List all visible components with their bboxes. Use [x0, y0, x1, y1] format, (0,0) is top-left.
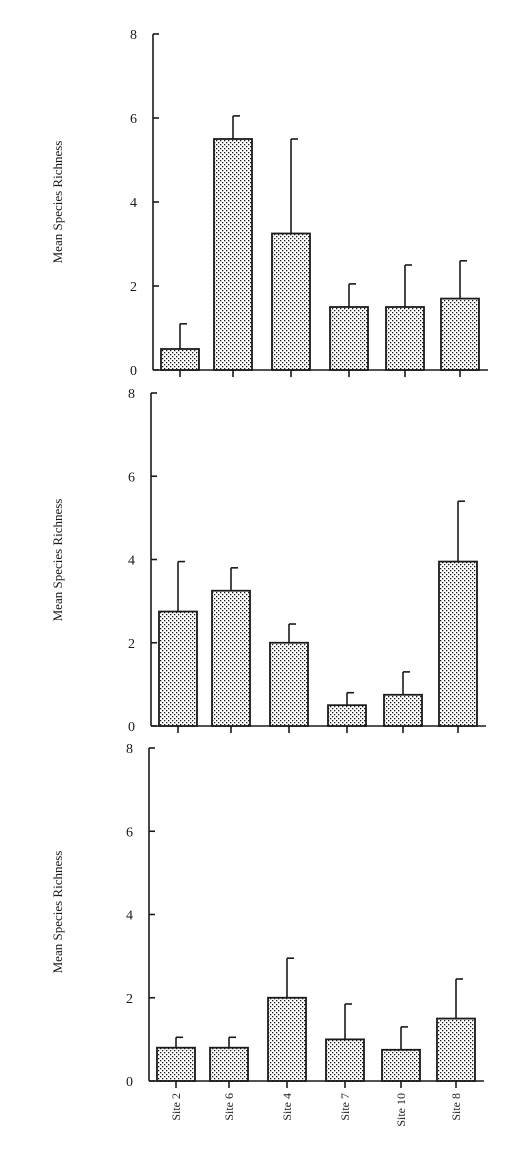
y-tick-label: 2	[130, 280, 137, 295]
y-tick-label: 0	[130, 364, 137, 379]
y-axis-label: Mean Species Richness	[50, 499, 65, 622]
y-tick-label: 0	[128, 720, 135, 735]
y-tick-label: 6	[128, 470, 135, 485]
x-category-label: Site 2	[169, 1093, 183, 1121]
x-category-label: Site 10	[394, 1093, 408, 1127]
bar-site-10	[383, 693, 423, 727]
y-tick-label: 8	[126, 742, 133, 757]
x-category-label: Site 4	[280, 1093, 294, 1121]
bar-site-6	[213, 138, 253, 371]
y-tick-label: 8	[128, 387, 135, 402]
bar-site-8	[436, 1017, 476, 1082]
x-category-label: Site 8	[449, 1093, 463, 1121]
y-tick-label: 2	[128, 637, 135, 652]
bar-site-10	[385, 306, 425, 371]
bar-site-8	[438, 560, 478, 727]
bar-site-2	[158, 610, 198, 727]
bar-site-2	[160, 348, 200, 371]
bar-site-7	[329, 306, 369, 371]
bar-chart-panel-1: Mean Species Richness 0 2 4 6 8	[50, 28, 488, 379]
x-category-label: Site 6	[222, 1093, 236, 1121]
bar-site-7	[327, 704, 367, 727]
y-axis-label: Mean Species Richness	[50, 851, 65, 974]
y-tick-label: 6	[130, 112, 137, 127]
bar-chart-panel-2: Mean Species Richness 0 2 4 6 8	[50, 387, 486, 735]
y-tick-label: 4	[130, 196, 137, 211]
bar-site-4	[271, 232, 311, 371]
bar-chart-panel-3: Mean Species Richness 0 2 4 6 8 Site 2 Site 6 Si…	[50, 742, 484, 1127]
bar-site-10	[381, 1048, 421, 1082]
y-tick-label: 0	[126, 1075, 133, 1090]
x-category-label: Site 7	[338, 1093, 352, 1121]
y-tick-label: 2	[126, 992, 133, 1007]
bar-site-4	[269, 641, 309, 727]
bar-site-8	[440, 297, 480, 371]
y-tick-label: 8	[130, 28, 137, 43]
y-tick-label: 4	[126, 909, 133, 924]
bar-site-4	[267, 996, 307, 1082]
y-tick-label: 4	[128, 554, 135, 569]
bar-site-2	[156, 1046, 196, 1082]
bar-site-6	[211, 589, 251, 727]
bar-site-6	[209, 1046, 249, 1082]
y-tick-label: 6	[126, 825, 133, 840]
y-axis-label: Mean Species Richness	[50, 141, 65, 264]
bar-site-7	[325, 1038, 365, 1082]
